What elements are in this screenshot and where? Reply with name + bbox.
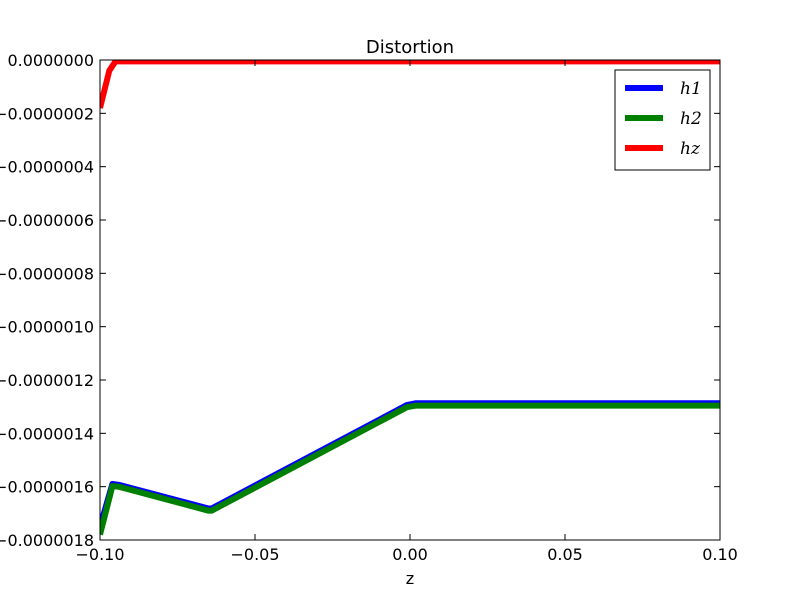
y-tick-label: −0.0000006 <box>0 211 94 230</box>
x-tick-label: −0.05 <box>230 545 279 564</box>
series-line-hz <box>100 60 720 109</box>
y-tick-label: −0.0000012 <box>0 371 94 390</box>
y-axis: 0.0000000 −0.0000002 −0.0000004 −0.0000006 −… <box>0 51 720 550</box>
x-axis: −0.10 −0.05 0.00 0.05 0.10 <box>75 60 738 564</box>
x-tick-label: 0.00 <box>392 545 428 564</box>
y-tick-label: −0.0000014 <box>0 424 94 443</box>
y-tick-label: 0.0000000 <box>7 51 94 70</box>
legend: h1 h2 hz <box>614 69 711 171</box>
y-tick-label: −0.0000016 <box>0 478 94 497</box>
y-tick-label: −0.0000018 <box>0 531 94 550</box>
x-tick-label: 0.10 <box>702 545 738 564</box>
y-tick-label: −0.0000010 <box>0 318 94 337</box>
chart-title: Distortion <box>366 37 454 58</box>
legend-label-h1: h1 <box>680 79 702 99</box>
legend-label-h2: h2 <box>680 109 702 129</box>
y-tick-label: −0.0000008 <box>0 264 94 283</box>
series-layer <box>100 60 720 536</box>
x-tick-label: −0.10 <box>75 545 124 564</box>
legend-label-hz: hz <box>680 139 701 159</box>
y-tick-label: −0.0000002 <box>0 104 94 123</box>
y-tick-label: −0.0000004 <box>0 158 94 177</box>
x-axis-label: z <box>406 569 414 588</box>
series-line-h2 <box>100 402 720 536</box>
x-tick-label: 0.05 <box>547 545 583 564</box>
